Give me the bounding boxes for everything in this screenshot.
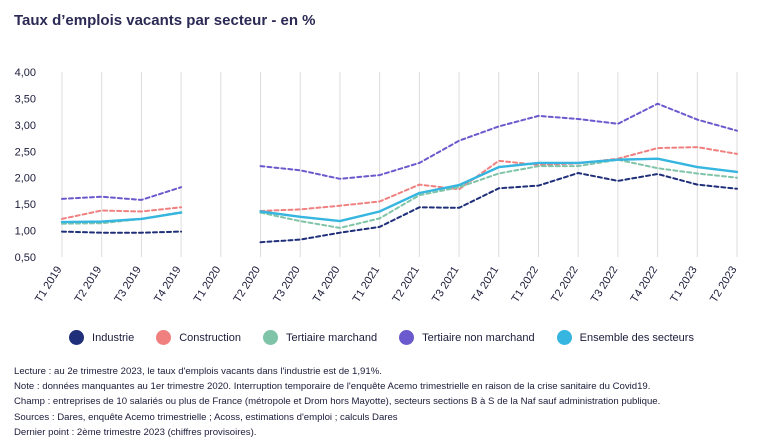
series-line-ensemble-des-secteurs bbox=[60, 211, 183, 224]
y-tick-label: 3,00 bbox=[15, 120, 36, 132]
series-line-tertiaire-marchand bbox=[259, 158, 738, 229]
note-lecture: Lecture : au 2e trimestre 2023, le taux … bbox=[14, 366, 382, 377]
x-tick-label: T1 2023 bbox=[668, 264, 700, 305]
legend-label-ensemble: Ensemble des secteurs bbox=[579, 331, 694, 344]
legend-item-ensemble[interactable]: Ensemble des secteurs bbox=[556, 330, 694, 345]
y-tick-label: 1,50 bbox=[15, 199, 36, 211]
x-tick-label: T4 2019 bbox=[152, 264, 184, 305]
series-line-construction bbox=[61, 206, 183, 220]
note-champ: Champ : entreprises de 10 salariés ou pl… bbox=[14, 396, 661, 408]
x-tick-label: T3 2020 bbox=[271, 264, 303, 305]
x-tick-label: T4 2021 bbox=[470, 264, 502, 305]
x-tick-label: T3 2019 bbox=[112, 264, 144, 305]
x-tick-label: T2 2021 bbox=[390, 264, 422, 305]
series-line-industrie bbox=[259, 172, 738, 244]
note-sources: Sources : Dares, enquête Acemo trimestri… bbox=[14, 411, 398, 423]
y-tick-label: 2,50 bbox=[15, 146, 36, 158]
legend-swatch-tertiaire-marchand bbox=[263, 330, 278, 345]
chart-title: Taux d’emplois vacants par secteur - en … bbox=[14, 12, 316, 29]
x-tick-label: T1 2019 bbox=[33, 264, 65, 305]
series-line-tertiaire-non-marchand bbox=[259, 102, 738, 180]
legend-label-tertiaire-marchand: Tertiaire marchand bbox=[286, 331, 378, 344]
legend-swatch-industrie bbox=[69, 330, 85, 345]
x-tick-label: T1 2022 bbox=[509, 264, 541, 305]
legend-item-tertiaire-marchand[interactable]: Tertiaire marchand bbox=[263, 330, 377, 345]
legend-label-industrie: Industrie bbox=[92, 331, 135, 344]
legend-swatch-tertiaire-non-marchand bbox=[399, 330, 415, 345]
legend-label-tertiaire-non-marchand: Tertiaire non marchand bbox=[422, 331, 535, 344]
x-tick-label: T2 2023 bbox=[708, 264, 740, 305]
y-tick-label: 3,50 bbox=[15, 93, 36, 105]
x-tick-label: T1 2021 bbox=[351, 264, 383, 305]
y-tick-label: 0,50 bbox=[15, 252, 36, 264]
legend-swatch-construction bbox=[156, 330, 172, 345]
legend-swatch-ensemble bbox=[556, 330, 572, 345]
chart-notes: Lecture : au 2e trimestre 2023, le taux … bbox=[14, 364, 660, 440]
note-dernier-point: Dernier point : 2ème trimestre 2023 (chi… bbox=[14, 426, 257, 438]
chart-legend: Industrie Construction Tertiaire marchan… bbox=[0, 330, 763, 345]
series-line-industrie bbox=[61, 230, 183, 234]
x-tick-label: T2 2022 bbox=[549, 264, 581, 305]
note-missing-data: Note : données manquantes au 1er trimest… bbox=[14, 381, 651, 393]
y-tick-label: 1,00 bbox=[15, 226, 36, 238]
x-tick-label: T2 2019 bbox=[73, 264, 105, 305]
legend-item-tertiaire-non-marchand[interactable]: Tertiaire non marchand bbox=[399, 330, 535, 345]
legend-label-construction: Construction bbox=[179, 331, 241, 344]
y-tick-label: 2,00 bbox=[15, 173, 36, 185]
x-tick-label: T3 2022 bbox=[589, 264, 621, 305]
legend-item-construction[interactable]: Construction bbox=[156, 330, 241, 345]
x-tick-label: T4 2022 bbox=[629, 264, 661, 305]
legend-item-industrie[interactable]: Industrie bbox=[69, 330, 134, 345]
x-tick-label: T2 2020 bbox=[232, 264, 264, 305]
x-tick-label: T3 2021 bbox=[430, 264, 462, 305]
series-line-construction bbox=[259, 146, 738, 212]
y-tick-label: 4,00 bbox=[15, 67, 36, 79]
x-tick-label: T1 2020 bbox=[192, 264, 224, 305]
series-line-ensemble-des-secteurs bbox=[259, 157, 739, 223]
x-tick-label: T4 2020 bbox=[311, 264, 343, 305]
series-line-tertiaire-non-marchand bbox=[61, 186, 183, 201]
